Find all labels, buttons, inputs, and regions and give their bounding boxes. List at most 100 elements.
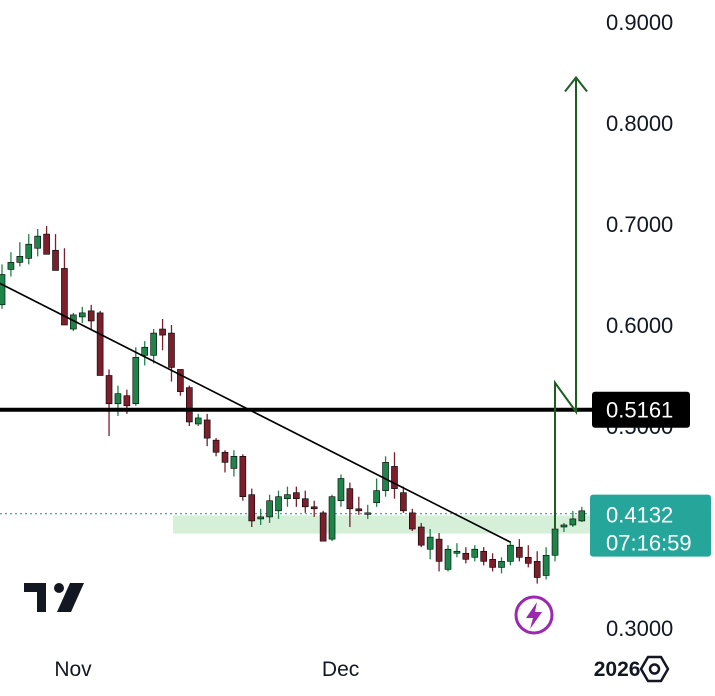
- candle: [319, 510, 327, 542]
- candle-body: [409, 512, 416, 530]
- candle: [346, 482, 354, 527]
- candle: [78, 306, 86, 323]
- chart-settings-icon[interactable]: [639, 655, 670, 683]
- candle: [560, 522, 568, 533]
- candle: [248, 488, 256, 527]
- current-price-label-bg: [590, 494, 711, 557]
- candle-body: [284, 494, 291, 500]
- candle-body: [34, 235, 41, 249]
- candle-body: [400, 492, 407, 512]
- candle-body: [489, 559, 496, 568]
- candle: [0, 264, 6, 309]
- candle-body: [551, 528, 559, 556]
- y-tick-label: 0.9000: [606, 10, 673, 35]
- candle: [96, 310, 104, 376]
- candle: [569, 510, 577, 527]
- candle: [230, 450, 238, 477]
- candle-body: [203, 419, 211, 439]
- candle-body: [221, 451, 229, 463]
- candle: [212, 438, 220, 457]
- tradingview-logo[interactable]: [24, 583, 84, 612]
- candle: [489, 553, 496, 572]
- time-axis: Nov Dec 2026: [54, 658, 640, 681]
- candle-body: [507, 544, 514, 562]
- candle-body: [328, 496, 336, 540]
- candle-body: [96, 312, 104, 376]
- x-tick-label: Dec: [322, 658, 359, 681]
- candle: [417, 522, 425, 548]
- candle: [516, 539, 523, 562]
- candle: [186, 385, 193, 426]
- candle: [159, 318, 166, 351]
- x-tick-label: 2026: [594, 658, 641, 681]
- candle: [551, 524, 559, 562]
- level-price-label-bg: [592, 391, 690, 428]
- candle-body: [177, 369, 184, 392]
- candle: [141, 341, 149, 366]
- candle: [61, 248, 68, 326]
- candle-body: [78, 312, 86, 318]
- candle: [435, 533, 443, 572]
- candle: [498, 557, 505, 574]
- candle: [275, 490, 282, 519]
- projection-arrowhead: [564, 75, 588, 93]
- x-tick-label: Nov: [54, 658, 92, 681]
- candle: [355, 496, 363, 515]
- candle-body: [275, 496, 282, 512]
- current-price-label: 0.4132: [606, 503, 673, 528]
- candle-body: [105, 375, 113, 405]
- price-axis: 0.90000.80000.70000.60000.50000.30000.51…: [590, 10, 711, 641]
- candle: [409, 508, 416, 532]
- candle-body: [293, 492, 300, 500]
- candle-body: [373, 490, 380, 504]
- candle: [43, 226, 50, 255]
- candle: [16, 242, 24, 267]
- candles-layer: [0, 226, 586, 584]
- candle: [293, 486, 300, 507]
- support-zone: [173, 515, 590, 534]
- lightning-icon[interactable]: [514, 595, 554, 635]
- candle-body: [453, 550, 461, 554]
- candle: [382, 456, 389, 497]
- candle: [87, 304, 95, 330]
- candle-body: [337, 478, 345, 502]
- candle-body: [417, 526, 425, 546]
- countdown-label: 07:16:59: [606, 531, 692, 556]
- candle-body: [560, 524, 568, 528]
- candle-body: [480, 550, 487, 562]
- candle-body: [426, 536, 434, 550]
- candle-body: [114, 393, 122, 405]
- y-tick-label: 0.6000: [606, 313, 673, 338]
- candle-body: [159, 328, 166, 336]
- trendline: [0, 282, 511, 543]
- candle: [480, 547, 487, 566]
- candle: [533, 551, 541, 584]
- candle-body: [391, 466, 398, 489]
- candle: [310, 500, 318, 517]
- candle: [391, 452, 398, 499]
- candle: [462, 547, 470, 564]
- candle-body: [43, 233, 50, 255]
- candle: [507, 541, 514, 566]
- candle-body: [87, 310, 95, 322]
- candle-body: [435, 538, 443, 562]
- candle: [471, 545, 479, 562]
- candle-body: [7, 262, 15, 270]
- candle: [337, 474, 345, 507]
- candle-body: [230, 455, 238, 469]
- projection-arrow: [554, 79, 577, 530]
- candle: [426, 529, 434, 560]
- candle: [328, 494, 336, 542]
- candle: [364, 504, 372, 519]
- candle-body: [569, 518, 577, 526]
- candle-body: [248, 494, 256, 522]
- y-tick-label: 0.7000: [606, 212, 673, 237]
- candle: [524, 545, 532, 568]
- candle-body: [319, 512, 327, 542]
- candle-body: [186, 387, 193, 423]
- candle-body: [471, 548, 479, 558]
- support-zone-layer: [0, 513, 590, 534]
- candle: [400, 486, 407, 513]
- candle-body: [578, 510, 586, 522]
